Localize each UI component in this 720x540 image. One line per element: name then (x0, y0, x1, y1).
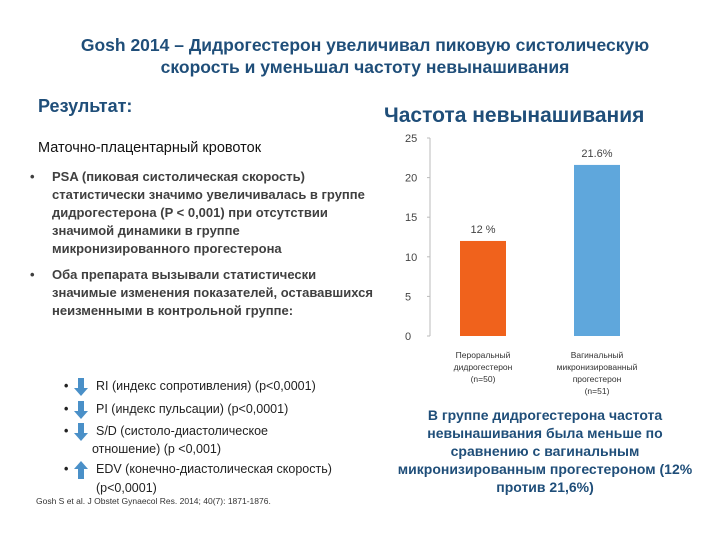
bullet-both-drugs: • Оба препарата вызывали статистически з… (30, 266, 375, 320)
sub-bullet-pi: • PI (индекс пульсации) (р<0,0001) (64, 401, 289, 417)
bar-1 (460, 240, 506, 336)
y-tick-label: 10 (405, 252, 417, 264)
sub-bullet-edv: • EDV (конечно-диастолическая скорость) (64, 461, 332, 477)
up-arrow-icon (74, 461, 88, 479)
sub-bullet-text: EDV (конечно-диастолическая скорость) (96, 462, 332, 476)
category-label: прогестерон (573, 374, 622, 384)
bullet-text: Оба препарата вызывали статистически зна… (52, 267, 373, 318)
category-label: микронизированный (557, 362, 638, 372)
bullet-dot: • (30, 267, 35, 282)
y-tick-label: 25 (405, 133, 417, 145)
sub-bullet-text: S/D (систоло-диастолическое (96, 424, 269, 438)
y-tick-label: 0 (405, 331, 411, 343)
sub-bullet-edv-cont: (р<0,0001) (96, 480, 157, 496)
bar-data-label: 21.6% (581, 148, 612, 160)
subheading: Маточно-плацентарный кровоток (38, 140, 262, 156)
sub-bullet-ri: • RI (индекс сопротивления) (р<0,0001) (64, 378, 316, 394)
category-label: Вагинальный (571, 350, 624, 360)
category-label: Пероральный (456, 350, 511, 360)
bullet-psa: • PSA (пиковая систолическая скорость) с… (30, 168, 375, 258)
bullet-dot: • (30, 169, 35, 184)
slide-title: Gosh 2014 – Дидрогестерон увеличивал пик… (20, 34, 710, 78)
down-arrow-icon (74, 401, 88, 419)
y-tick-label: 5 (405, 291, 411, 303)
conclusion-text: В группе дидрогестерона частота невынаши… (397, 407, 693, 495)
title-line-1: Gosh 2014 – Дидрогестерон увеличивал пик… (80, 35, 650, 55)
bar-2 (574, 164, 620, 336)
chart-title: Частота невынашивания (384, 104, 645, 127)
result-label: Результат: (38, 96, 133, 116)
sub-bullet-text: PI (индекс пульсации) (р<0,0001) (96, 402, 289, 416)
bar-data-label: 12 % (470, 224, 495, 236)
y-tick-label: 15 (405, 212, 417, 224)
bullet-dot: • (64, 424, 69, 438)
bullet-list: • PSA (пиковая систолическая скорость) с… (30, 168, 375, 328)
category-label: (n=50) (471, 374, 496, 384)
bullet-dot: • (64, 402, 69, 416)
sub-bullet-text: RI (индекс сопротивления) (р<0,0001) (96, 379, 316, 393)
sub-bullet-text: отношение) (р <0,001) (92, 442, 222, 456)
reference: Gosh S et al. J Obstet Gynaecol Res. 201… (36, 496, 271, 506)
title-line-2: скорость и уменьшал частоту невынашивани… (160, 57, 570, 77)
y-tick-label: 20 (405, 173, 417, 185)
category-label: дидрогестерон (454, 362, 513, 372)
sub-bullet-sd: • S/D (систоло-диастолическое (64, 423, 269, 439)
sub-bullet-text: (р<0,0001) (96, 481, 157, 495)
sub-bullet-sd-cont: отношение) (р <0,001) (92, 441, 221, 457)
bullet-dot: • (64, 462, 69, 476)
bullet-dot: • (64, 379, 69, 393)
down-arrow-icon (74, 423, 88, 441)
bullet-text: PSA (пиковая систолическая скорость) ста… (52, 169, 365, 256)
down-arrow-icon (74, 378, 88, 396)
category-label: (n=51) (585, 386, 610, 396)
